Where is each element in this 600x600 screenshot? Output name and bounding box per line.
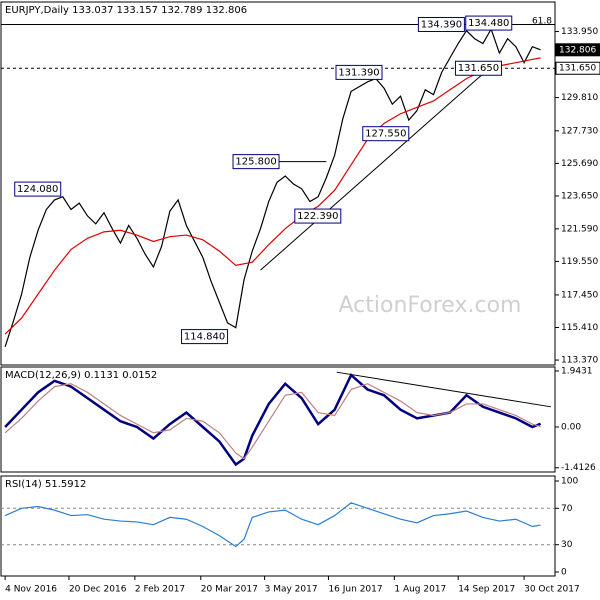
- y-tick-label: 113.370: [561, 356, 598, 366]
- trendline: [336, 371, 551, 408]
- annotation-label: 124.080: [17, 184, 58, 195]
- annotation-label: 122.390: [297, 211, 338, 222]
- series-line: [4, 57, 541, 335]
- price-tag-label: 132.806: [559, 45, 596, 55]
- annotation-label: 114.840: [184, 332, 225, 343]
- y-tick-label: 0: [561, 568, 567, 578]
- annotation-box: [465, 15, 513, 31]
- panel-frame: [0, 475, 556, 577]
- price-tag: [555, 43, 600, 57]
- y-tick-label: 117.450: [561, 290, 598, 300]
- series-line: [4, 373, 542, 467]
- y-tick-label: 100: [561, 477, 578, 487]
- x-tick-label: 4 Nov 2016: [5, 585, 57, 595]
- panel-title: RSI(14) 51.5912: [5, 479, 86, 490]
- annotation-box: [454, 60, 502, 76]
- price-tag-label: 131.650: [559, 64, 596, 74]
- watermark: ActionForex.com: [339, 293, 522, 318]
- annotation-box: [294, 208, 342, 224]
- y-tick-label: 30: [561, 540, 573, 550]
- panel-title: EURJPY,Daily 133.037 133.157 132.789 132…: [5, 5, 247, 16]
- annotation-label: 131.650: [458, 63, 499, 74]
- trendline: [260, 73, 484, 271]
- x-tick-label: 20 Dec 2016: [69, 585, 127, 595]
- panel-frame: [0, 1, 556, 366]
- x-tick-label: 3 May 2017: [265, 585, 318, 595]
- annotation-box: [232, 154, 280, 170]
- fib-label: 61.8: [532, 17, 552, 27]
- x-tick-label: 2 Feb 2017: [135, 585, 185, 595]
- y-tick-label: 129.810: [561, 93, 598, 103]
- y-tick-label: 1.9431: [561, 366, 593, 376]
- annotation-box: [181, 329, 229, 345]
- x-tick-label: 30 Oct 2017: [524, 585, 580, 595]
- series-line: [4, 383, 541, 460]
- x-tick-label: 14 Sep 2017: [458, 585, 515, 595]
- panel-title: MACD(12,26,9) 0.1131 0.0152: [5, 370, 157, 381]
- series-line: [4, 502, 541, 548]
- x-tick-label: 20 Mar 2017: [201, 585, 258, 595]
- y-tick-label: 125.690: [561, 159, 598, 169]
- y-tick-label: 123.650: [561, 191, 598, 201]
- x-tick-label: 1 Aug 2017: [394, 585, 446, 595]
- panel-frame: [0, 366, 556, 473]
- annotation-label: 131.390: [338, 67, 379, 78]
- annotation-label: 134.390: [421, 20, 462, 31]
- y-tick-label: 0.00: [561, 423, 581, 433]
- series-line: [4, 27, 541, 347]
- annotation-label: 127.550: [365, 129, 406, 140]
- annotation-box: [335, 64, 383, 80]
- annotation-box: [417, 17, 465, 33]
- y-tick-label: 127.730: [561, 126, 598, 136]
- y-tick-label: 70: [561, 504, 573, 514]
- y-tick-label: 133.950: [561, 27, 598, 37]
- y-tick-label: 119.550: [561, 257, 598, 267]
- annotation-label: 134.480: [468, 18, 509, 29]
- y-tick-label: 115.410: [561, 323, 598, 333]
- x-tick-label: 16 Jun 2017: [328, 585, 382, 595]
- y-tick-label: 121.590: [561, 224, 598, 234]
- annotation-box: [14, 181, 62, 197]
- price-tag: [555, 61, 600, 75]
- y-tick-label: -1.4126: [561, 463, 596, 473]
- annotation-box: [362, 126, 410, 142]
- annotation-label: 125.800: [235, 157, 276, 168]
